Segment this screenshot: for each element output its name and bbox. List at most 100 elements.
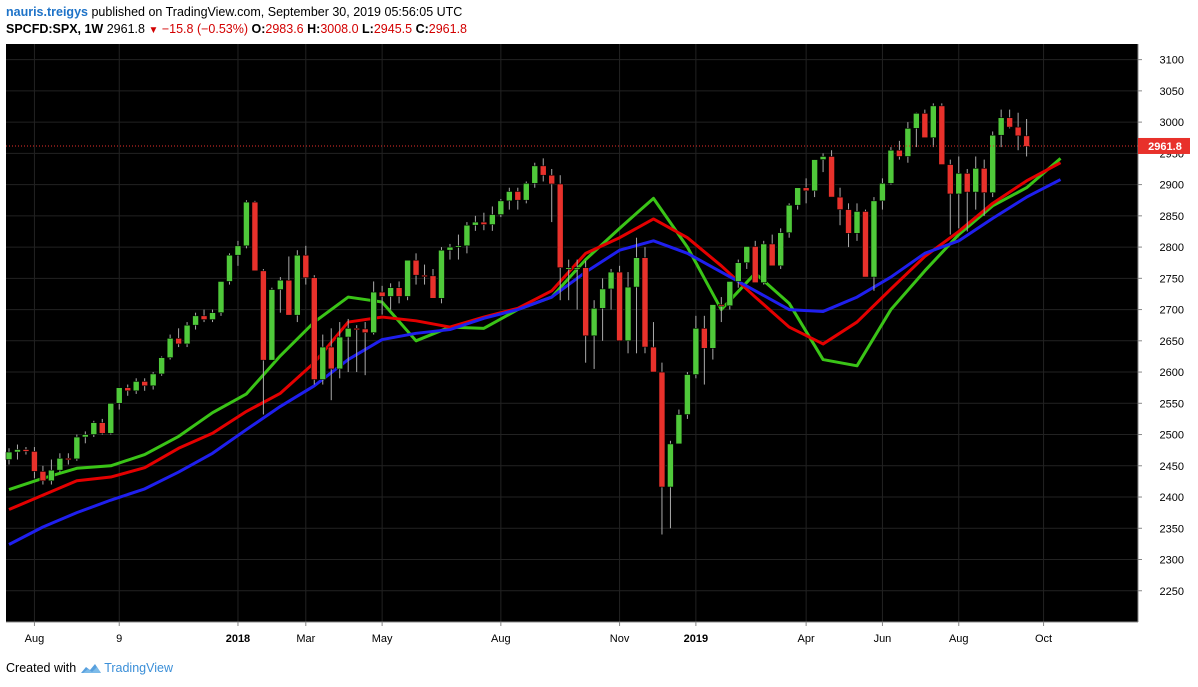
time-tick-label: Jun	[874, 633, 892, 645]
candle-up	[277, 277, 284, 313]
candle-body	[90, 422, 98, 435]
candle-down	[921, 109, 929, 139]
candle-up	[624, 272, 632, 354]
author-link[interactable]: nauris.treigys	[6, 5, 88, 19]
candle-up	[446, 243, 454, 260]
candle-body	[115, 387, 123, 404]
candle-up	[14, 444, 21, 460]
price-tick-label: 2750	[1160, 273, 1184, 285]
ma-slow-line	[8, 178, 1062, 546]
candle-down	[39, 465, 47, 485]
candle-body	[370, 291, 377, 333]
candle-down	[616, 265, 623, 342]
candle-body	[327, 346, 335, 370]
candle-up	[370, 281, 377, 335]
time-tick-label: May	[372, 633, 393, 645]
candle-down	[963, 168, 971, 232]
candle-up	[879, 178, 886, 210]
candle-up	[811, 159, 818, 198]
candle-up	[675, 409, 683, 445]
price-tick-label: 2250	[1160, 586, 1184, 598]
candle-body	[548, 174, 556, 185]
candle-body	[845, 209, 852, 234]
candle-body	[565, 267, 572, 270]
candle-down	[539, 158, 547, 182]
candle-body	[158, 357, 165, 375]
candle-body	[226, 254, 233, 282]
candle-body	[531, 165, 539, 184]
candle-body	[955, 173, 963, 195]
candle-up	[183, 322, 191, 348]
candle-up	[633, 237, 640, 354]
candle-body	[243, 201, 250, 247]
candle-down	[429, 268, 437, 299]
candle-up	[226, 253, 233, 285]
candle-body	[701, 328, 708, 349]
candle-body	[98, 422, 106, 434]
candle-up	[692, 315, 700, 379]
candle-body	[107, 402, 115, 434]
time-tick-label: Aug	[491, 633, 511, 645]
price-tick-label: 3100	[1160, 55, 1184, 67]
candle-body	[539, 165, 547, 176]
candle-body	[209, 312, 216, 320]
time-tick-label: 2018	[226, 633, 250, 645]
candle-down	[836, 187, 844, 226]
candle-up	[743, 246, 751, 269]
time-axis[interactable]: Aug 9 2018 Mar May Aug Nov 2019 Apr Jun Aug Oct	[0, 621, 1198, 654]
candle-up	[565, 259, 572, 301]
candle-body	[828, 156, 835, 198]
candle-down	[514, 187, 522, 210]
candle-body	[667, 443, 674, 488]
time-tick-label: Aug	[25, 633, 45, 645]
candle-body	[870, 200, 878, 278]
time-tick-label: Mar	[296, 633, 315, 645]
candle-down	[650, 322, 657, 373]
last-price-tag-label: 2961.8	[1148, 141, 1182, 153]
candle-body	[166, 338, 174, 358]
candle-down	[658, 362, 666, 535]
candle-down	[828, 150, 835, 198]
candle-down	[862, 209, 869, 278]
candle-up	[913, 112, 920, 148]
candle-up	[522, 181, 530, 204]
candle-up	[387, 283, 394, 310]
candle-down	[548, 168, 556, 223]
price-tick-label: 2850	[1160, 211, 1184, 223]
candle-up	[234, 240, 242, 266]
time-tick-label: Aug	[949, 633, 969, 645]
candle-down	[556, 175, 564, 301]
candle-body	[582, 267, 589, 337]
plot-background	[6, 44, 1138, 622]
candle-body	[692, 328, 700, 375]
price-axis[interactable]: 2250 2300 2350 2400 2450 2500 2550 2600 2650 2700…	[1137, 44, 1198, 622]
candle-body	[641, 257, 649, 348]
low-value: 2945.5	[373, 22, 413, 36]
candle-down	[353, 325, 360, 373]
candle-up	[599, 278, 606, 341]
time-tick-label: Apr	[798, 633, 815, 645]
candle-up	[5, 448, 13, 465]
candle-body	[344, 328, 352, 338]
candle-body	[997, 117, 1005, 136]
published-text: published on TradingView.com, September …	[91, 5, 463, 19]
candle-down	[22, 447, 30, 455]
candle-body	[514, 191, 522, 201]
candle-body	[684, 374, 691, 415]
candle-body	[395, 287, 403, 297]
candle-body	[336, 336, 344, 370]
price-tick-label: 2550	[1160, 398, 1184, 410]
candle-up	[82, 431, 89, 444]
candle-up	[115, 387, 123, 410]
candle-body	[718, 304, 725, 307]
candle-up	[336, 322, 344, 379]
tradingview-link[interactable]: TradingView	[104, 661, 173, 675]
candle-body	[726, 281, 734, 307]
candle-up	[573, 259, 581, 310]
candle-up	[48, 459, 55, 485]
candle-up	[497, 198, 505, 218]
candle-down	[310, 275, 318, 385]
candle-up	[819, 153, 827, 173]
time-tick-label: 2019	[684, 633, 708, 645]
